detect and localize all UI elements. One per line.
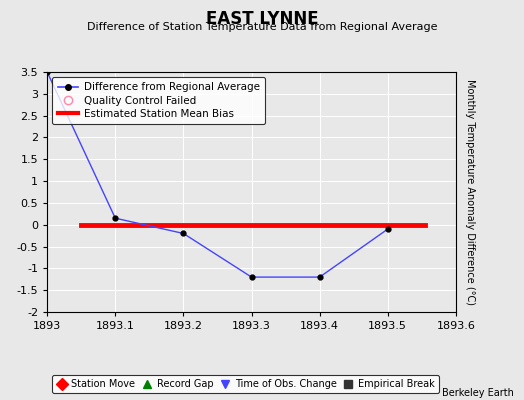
Legend: Difference from Regional Average, Quality Control Failed, Estimated Station Mean: Difference from Regional Average, Qualit… [52, 77, 265, 124]
Legend: Station Move, Record Gap, Time of Obs. Change, Empirical Break: Station Move, Record Gap, Time of Obs. C… [52, 375, 439, 393]
Y-axis label: Monthly Temperature Anomaly Difference (°C): Monthly Temperature Anomaly Difference (… [465, 79, 475, 305]
Text: EAST LYNNE: EAST LYNNE [206, 10, 318, 28]
Text: Berkeley Earth: Berkeley Earth [442, 388, 514, 398]
Text: Difference of Station Temperature Data from Regional Average: Difference of Station Temperature Data f… [87, 22, 437, 32]
